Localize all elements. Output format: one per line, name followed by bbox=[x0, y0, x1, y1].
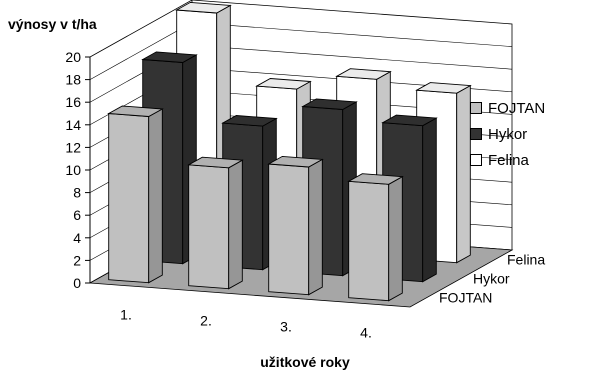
legend-swatch-felina bbox=[470, 154, 482, 166]
legend-label-felina: Felina bbox=[488, 151, 529, 169]
y-tick-label: 6 bbox=[73, 207, 81, 223]
y-tick-label: 2 bbox=[73, 252, 81, 268]
y-tick-label: 16 bbox=[65, 94, 81, 110]
legend-swatch-hykor bbox=[470, 128, 482, 140]
x-tick-label: 4. bbox=[360, 325, 372, 341]
bar-fojtan-2 bbox=[187, 156, 244, 290]
bar-fojtan-1 bbox=[107, 105, 164, 284]
y-tick-label: 18 bbox=[65, 72, 81, 88]
depth-label-fojtan: FOJTAN bbox=[439, 290, 492, 306]
bar-fojtan-4 bbox=[347, 173, 404, 302]
legend-item-fojtan: FOJTAN bbox=[470, 95, 592, 121]
x-tick-label: 3. bbox=[280, 319, 292, 335]
legend-item-hykor: Hykor bbox=[470, 121, 592, 147]
y-tick-label: 12 bbox=[65, 139, 81, 155]
depth-label-hykor: Hykor bbox=[473, 271, 510, 287]
y-tick-label: 0 bbox=[73, 275, 81, 291]
labels: výnosy v t/ha 1. 2. 3. 4. FOJTAN Hykor Felina už… bbox=[8, 16, 545, 370]
x-tick-label: 1. bbox=[120, 307, 132, 323]
bars bbox=[107, 1, 472, 302]
y-tick-label: 8 bbox=[73, 185, 81, 201]
chart-title: výnosy v t/ha bbox=[8, 16, 97, 32]
x-tick-label: 2. bbox=[200, 313, 212, 329]
y-tick-label: 14 bbox=[65, 117, 81, 133]
y-tick-label: 10 bbox=[65, 162, 81, 178]
legend-swatch-fojtan bbox=[470, 102, 482, 114]
bar-fojtan-3 bbox=[267, 155, 324, 296]
value-axis: 0 2 4 6 8 10 12 14 16 18 20 bbox=[65, 49, 91, 291]
legend: FOJTAN Hykor Felina bbox=[470, 95, 592, 173]
legend-label-hykor: Hykor bbox=[488, 125, 528, 143]
y-tick-label: 4 bbox=[73, 230, 81, 246]
legend-label-fojtan: FOJTAN bbox=[488, 99, 546, 117]
x-axis-label: užitkové roky bbox=[260, 354, 350, 370]
depth-label-felina: Felina bbox=[507, 252, 545, 268]
y-tick-label: 20 bbox=[65, 49, 81, 65]
legend-item-felina: Felina bbox=[470, 147, 592, 173]
